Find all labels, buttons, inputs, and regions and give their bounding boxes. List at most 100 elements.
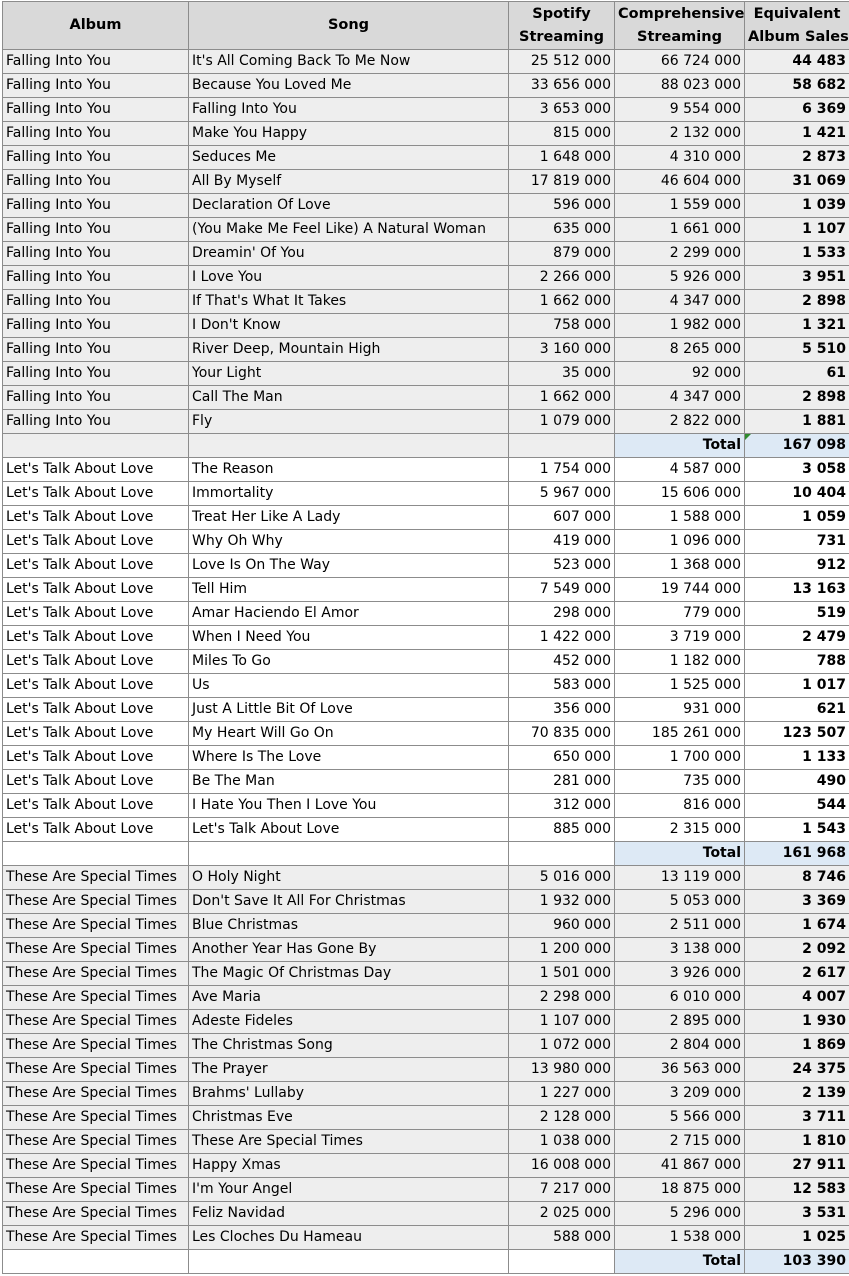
comprehensive-streaming-cell: 4 587 000 bbox=[615, 458, 745, 482]
album-cell: These Are Special Times bbox=[3, 1034, 189, 1058]
comprehensive-streaming-cell: 9 554 000 bbox=[615, 98, 745, 122]
equivalent-album-sales-cell: 6 369 bbox=[745, 98, 849, 122]
song-cell: Why Oh Why bbox=[189, 530, 509, 554]
header-comp-line1: Comprehensive bbox=[618, 6, 744, 22]
empty-cell bbox=[3, 1250, 189, 1274]
equivalent-album-sales-cell: 13 163 bbox=[745, 578, 849, 602]
song-cell: Be The Man bbox=[189, 770, 509, 794]
album-cell: These Are Special Times bbox=[3, 1106, 189, 1130]
song-cell: Call The Man bbox=[189, 386, 509, 410]
comprehensive-streaming-cell: 1 368 000 bbox=[615, 554, 745, 578]
comprehensive-streaming-cell: 2 132 000 bbox=[615, 122, 745, 146]
album-cell: Let's Talk About Love bbox=[3, 578, 189, 602]
song-cell: When I Need You bbox=[189, 626, 509, 650]
comprehensive-streaming-cell: 88 023 000 bbox=[615, 74, 745, 98]
equivalent-album-sales-cell: 1 039 bbox=[745, 194, 849, 218]
equivalent-album-sales-cell: 27 911 bbox=[745, 1154, 849, 1178]
song-cell: Make You Happy bbox=[189, 122, 509, 146]
comprehensive-streaming-cell: 1 700 000 bbox=[615, 746, 745, 770]
comprehensive-streaming-cell: 5 296 000 bbox=[615, 1202, 745, 1226]
song-cell: Fly bbox=[189, 410, 509, 434]
album-cell: Falling Into You bbox=[3, 314, 189, 338]
empty-cell bbox=[3, 842, 189, 866]
comprehensive-streaming-cell: 2 299 000 bbox=[615, 242, 745, 266]
comprehensive-streaming-cell: 816 000 bbox=[615, 794, 745, 818]
spotify-streaming-cell: 1 754 000 bbox=[509, 458, 615, 482]
comprehensive-streaming-cell: 92 000 bbox=[615, 362, 745, 386]
song-cell: The Prayer bbox=[189, 1058, 509, 1082]
album-cell: Falling Into You bbox=[3, 410, 189, 434]
spotify-streaming-cell: 583 000 bbox=[509, 674, 615, 698]
comprehensive-streaming-cell: 735 000 bbox=[615, 770, 745, 794]
song-cell: Ave Maria bbox=[189, 986, 509, 1010]
comprehensive-streaming-cell: 931 000 bbox=[615, 698, 745, 722]
song-cell: Treat Her Like A Lady bbox=[189, 506, 509, 530]
equivalent-album-sales-cell: 1 810 bbox=[745, 1130, 849, 1154]
album-cell: These Are Special Times bbox=[3, 962, 189, 986]
empty-cell bbox=[189, 842, 509, 866]
equivalent-album-sales-cell: 24 375 bbox=[745, 1058, 849, 1082]
song-cell: Where Is The Love bbox=[189, 746, 509, 770]
song-cell: Don't Save It All For Christmas bbox=[189, 890, 509, 914]
song-cell: The Magic Of Christmas Day bbox=[189, 962, 509, 986]
song-cell: Miles To Go bbox=[189, 650, 509, 674]
album-cell: These Are Special Times bbox=[3, 1154, 189, 1178]
comprehensive-streaming-cell: 3 138 000 bbox=[615, 938, 745, 962]
album-cell: Let's Talk About Love bbox=[3, 530, 189, 554]
comprehensive-streaming-cell: 185 261 000 bbox=[615, 722, 745, 746]
comprehensive-streaming-cell: 15 606 000 bbox=[615, 482, 745, 506]
spotify-streaming-cell: 70 835 000 bbox=[509, 722, 615, 746]
album-cell: These Are Special Times bbox=[3, 1130, 189, 1154]
equivalent-album-sales-cell: 490 bbox=[745, 770, 849, 794]
spotify-streaming-cell: 312 000 bbox=[509, 794, 615, 818]
song-cell: I Love You bbox=[189, 266, 509, 290]
equivalent-album-sales-cell: 1 017 bbox=[745, 674, 849, 698]
comprehensive-streaming-cell: 2 511 000 bbox=[615, 914, 745, 938]
header-eq-line1: Equivalent bbox=[754, 6, 841, 22]
spotify-streaming-cell: 25 512 000 bbox=[509, 50, 615, 74]
table-row: Falling Into You(You Make Me Feel Like) … bbox=[3, 218, 849, 242]
header-equivalent-album-sales: Equivalent Album Sales bbox=[745, 2, 849, 50]
table-header-row: Album Song Spotify Streaming Comprehensi… bbox=[3, 2, 849, 50]
comprehensive-streaming-cell: 1 096 000 bbox=[615, 530, 745, 554]
album-cell: Falling Into You bbox=[3, 266, 189, 290]
song-cell: I Hate You Then I Love You bbox=[189, 794, 509, 818]
spotify-streaming-cell: 35 000 bbox=[509, 362, 615, 386]
equivalent-album-sales-cell: 519 bbox=[745, 602, 849, 626]
comprehensive-streaming-cell: 3 926 000 bbox=[615, 962, 745, 986]
comprehensive-streaming-cell: 19 744 000 bbox=[615, 578, 745, 602]
total-label: Total bbox=[615, 434, 745, 458]
album-cell: These Are Special Times bbox=[3, 938, 189, 962]
song-cell: Love Is On The Way bbox=[189, 554, 509, 578]
comprehensive-streaming-cell: 36 563 000 bbox=[615, 1058, 745, 1082]
comprehensive-streaming-cell: 1 182 000 bbox=[615, 650, 745, 674]
spotify-streaming-cell: 3 653 000 bbox=[509, 98, 615, 122]
comprehensive-streaming-cell: 1 661 000 bbox=[615, 218, 745, 242]
spotify-streaming-cell: 1 422 000 bbox=[509, 626, 615, 650]
song-cell: Christmas Eve bbox=[189, 1106, 509, 1130]
album-cell: Let's Talk About Love bbox=[3, 482, 189, 506]
comprehensive-streaming-cell: 3 209 000 bbox=[615, 1082, 745, 1106]
spotify-streaming-cell: 5 016 000 bbox=[509, 866, 615, 890]
equivalent-album-sales-cell: 3 711 bbox=[745, 1106, 849, 1130]
total-value-text: 161 968 bbox=[783, 845, 846, 861]
spotify-streaming-cell: 1 662 000 bbox=[509, 290, 615, 314]
song-cell: Your Light bbox=[189, 362, 509, 386]
spotify-streaming-cell: 1 648 000 bbox=[509, 146, 615, 170]
